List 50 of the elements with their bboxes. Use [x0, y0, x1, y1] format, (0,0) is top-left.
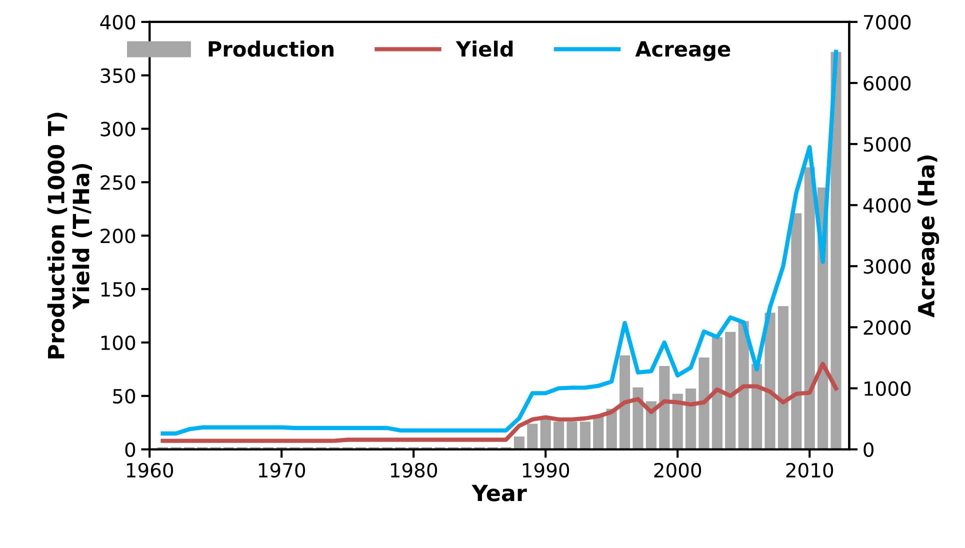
x-tick-label: 1960	[126, 462, 174, 478]
bar	[659, 366, 670, 450]
legend-label: Production	[208, 40, 334, 57]
bar	[580, 422, 590, 450]
legend-label: Yield	[456, 40, 513, 57]
bar	[725, 332, 736, 450]
bar	[514, 436, 524, 450]
bar	[632, 387, 644, 450]
y-tick-label: 50	[113, 388, 136, 404]
bar	[672, 394, 683, 450]
bar	[527, 424, 538, 450]
bar	[804, 167, 815, 450]
bar	[791, 213, 802, 450]
y2-tick-label: 2000	[864, 320, 911, 335]
y2-tick-label: 3000	[864, 259, 911, 274]
y-axis-title: Production (1000 T) Yield (T/Ha)	[47, 112, 92, 358]
y-tick-label: 350	[100, 68, 136, 84]
y2-tick-label: 4000	[863, 198, 911, 213]
y2-axis-title: Acreage (Ha)	[917, 156, 940, 318]
x-tick-label: 2010	[786, 462, 834, 478]
bar	[554, 422, 564, 450]
bar	[712, 337, 722, 450]
bar	[686, 388, 696, 450]
x-tick-label: 1980	[390, 462, 438, 478]
bar	[593, 416, 604, 450]
bar	[620, 355, 630, 450]
legend-label: Acreage	[635, 41, 730, 61]
y-tick-label: 150	[101, 282, 136, 297]
bar	[566, 422, 578, 450]
bar	[764, 312, 776, 450]
y-tick-label: 200	[100, 228, 136, 244]
x-tick-label: 1990	[522, 462, 570, 478]
bar	[540, 419, 551, 450]
x-tick-label: 1970	[258, 462, 306, 478]
x-tick-label: 2000	[654, 462, 702, 478]
bar	[778, 306, 788, 450]
y-tick-label: 250	[100, 175, 136, 190]
bar	[698, 357, 710, 450]
y-tick-label: 300	[100, 122, 136, 136]
y2-tick-label: 5000	[864, 137, 911, 152]
line-series	[160, 362, 838, 443]
y-tick-label: 0	[125, 442, 136, 458]
y2-tick-label: 0	[864, 442, 874, 458]
y2-tick-label: 6000	[864, 76, 911, 91]
y-tick-label: 400	[100, 14, 136, 30]
y2-tick-label: 1000	[864, 381, 911, 396]
x-axis-title: Year	[472, 484, 527, 502]
y-tick-label: 100	[101, 335, 136, 350]
y2-tick-label: 7000	[864, 14, 911, 30]
bar	[830, 52, 842, 450]
